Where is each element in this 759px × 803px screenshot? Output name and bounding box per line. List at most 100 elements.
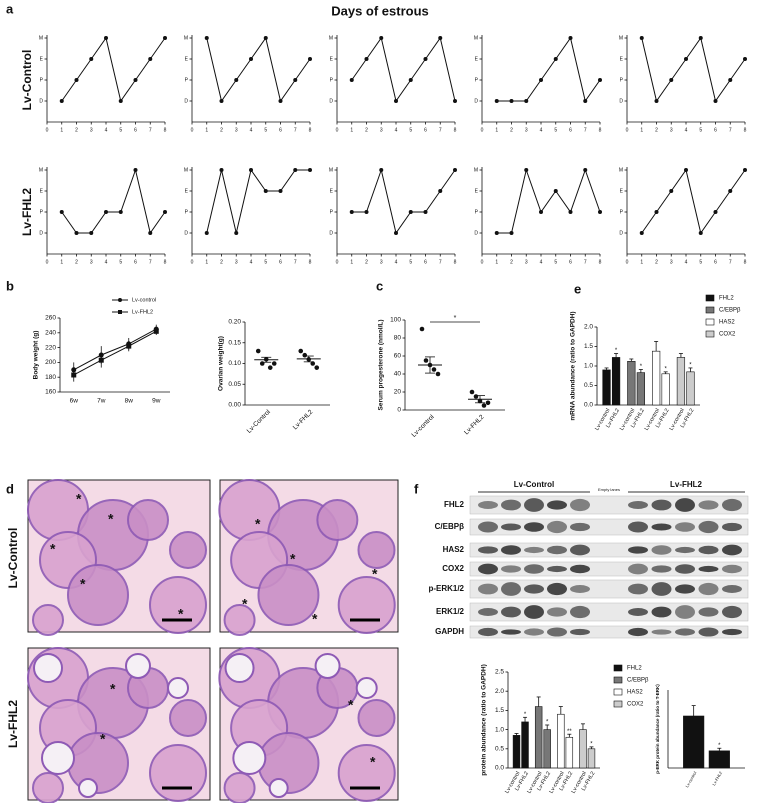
follicle-marker: * <box>80 576 86 592</box>
blot-label: FHL2 <box>444 500 465 509</box>
data-point <box>310 361 316 366</box>
blot-label: ERK1/2 <box>436 607 465 616</box>
cyst <box>167 677 189 699</box>
stage-point <box>118 210 123 214</box>
data-point <box>314 365 320 370</box>
stage-point <box>204 36 209 40</box>
x-tick-label: 6 <box>279 259 282 265</box>
row-label: Lv-FHL2 <box>6 700 20 748</box>
x-tick-label: 4 <box>395 259 398 265</box>
tissue <box>337 576 396 634</box>
y-tick-label: 1.5 <box>495 707 504 714</box>
bar <box>661 373 670 406</box>
band <box>628 627 648 637</box>
cyst <box>41 741 75 775</box>
x-tick-label: 6 <box>714 127 717 133</box>
data-point <box>267 365 273 370</box>
x-tick-label: 2 <box>510 259 513 265</box>
stage-point <box>349 210 354 214</box>
band <box>722 585 742 593</box>
cyst <box>33 653 63 683</box>
data-point <box>485 400 491 406</box>
y-tick-label: P <box>330 77 334 83</box>
row-label: Lv-FHL2 <box>20 188 34 236</box>
stage-point <box>148 57 153 61</box>
legend-marker <box>118 298 122 302</box>
band <box>651 545 672 555</box>
band <box>478 563 498 575</box>
stage-point <box>524 99 529 103</box>
band <box>478 546 498 554</box>
x-tick-label: 8 <box>454 259 457 265</box>
stage-point <box>349 78 354 82</box>
x-tick-label: 2 <box>655 259 658 265</box>
y-tick-label: 200 <box>45 359 56 366</box>
legend-label: COX2 <box>627 702 644 708</box>
data-point <box>302 352 308 358</box>
band <box>478 608 498 616</box>
band <box>570 544 590 556</box>
band <box>501 545 521 555</box>
data-point <box>271 361 277 366</box>
x-tick-label: 7 <box>294 259 297 265</box>
x-tick-label: 4 <box>105 127 108 133</box>
band <box>501 582 521 596</box>
x-tick-label: Lv-control <box>684 770 697 788</box>
band <box>651 582 672 596</box>
x-tick-label: 0 <box>336 259 339 265</box>
band <box>675 546 695 554</box>
band <box>698 520 719 534</box>
tissue <box>169 531 207 569</box>
band <box>675 498 695 512</box>
stage-point <box>494 231 499 235</box>
stage-point <box>249 168 253 172</box>
stage-line <box>61 168 166 235</box>
stage-point <box>598 210 602 214</box>
tissue <box>32 604 64 636</box>
data-point <box>477 398 483 404</box>
x-tick-label: 0 <box>626 127 629 133</box>
band <box>675 564 695 574</box>
band <box>722 498 742 512</box>
bar <box>579 729 587 769</box>
point <box>98 357 104 363</box>
band <box>722 544 742 556</box>
x-tick-label: 5 <box>554 259 557 265</box>
sig-label: * <box>524 712 527 718</box>
band <box>675 522 695 532</box>
band <box>570 522 590 532</box>
bar <box>627 361 636 406</box>
y-tick-label: 220 <box>45 344 56 351</box>
x-tick-label: 5 <box>699 127 702 133</box>
sig-label: * <box>590 741 593 747</box>
sig-label: * <box>664 366 667 372</box>
y-tick-label: P <box>185 209 189 215</box>
band <box>628 521 648 533</box>
x-tick-label: 0 <box>46 259 49 265</box>
band <box>722 522 742 532</box>
y-tick-label: P <box>40 209 44 215</box>
y-tick-label: E <box>620 56 624 62</box>
bar <box>676 357 686 406</box>
legend-label: HAS2 <box>627 690 643 696</box>
x-tick-label: 8w <box>125 398 134 405</box>
bar <box>652 350 661 406</box>
band <box>698 582 719 596</box>
x-tick-label: Lv-Control <box>246 408 273 435</box>
x-tick-label: Lv-control <box>410 413 436 439</box>
data-point <box>427 362 433 368</box>
x-tick-label: 2 <box>75 259 78 265</box>
y-tick-label: 0.00 <box>228 402 241 409</box>
panel-label: f <box>414 481 419 496</box>
band <box>651 606 672 618</box>
stage-point <box>308 168 312 172</box>
band <box>478 583 498 595</box>
x-tick-label: 8 <box>744 127 747 133</box>
x-tick-label: 8 <box>599 127 602 133</box>
stage-point <box>89 231 94 235</box>
y-tick-label: E <box>330 188 334 194</box>
panel-label: d <box>6 481 14 496</box>
y-tick-label: 1.5 <box>584 343 593 350</box>
band <box>547 520 567 534</box>
bar <box>565 736 574 769</box>
